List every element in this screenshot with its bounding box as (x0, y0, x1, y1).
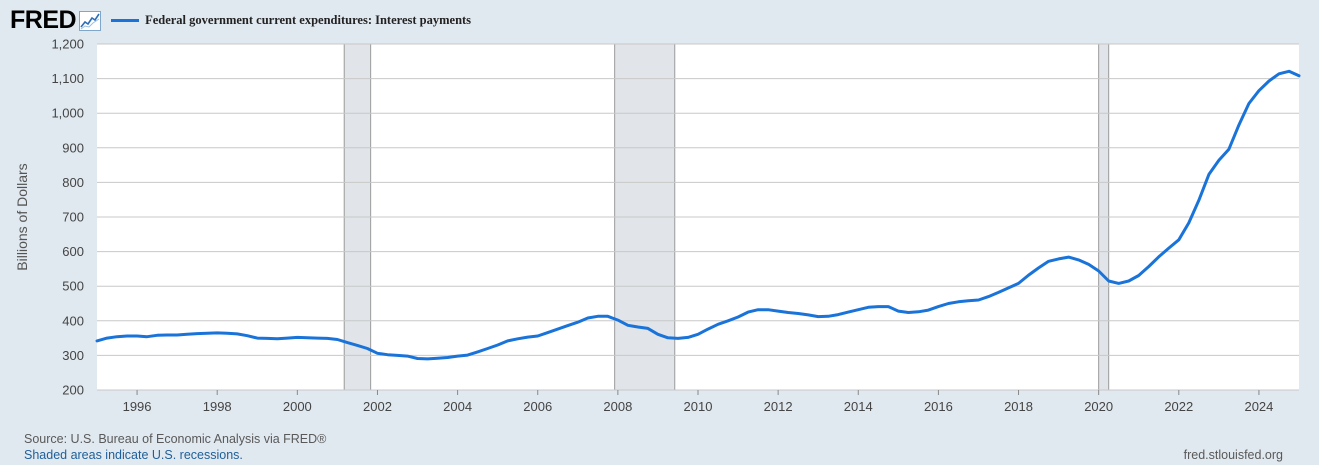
x-tick-label: 2012 (764, 399, 793, 414)
x-tick-label: 2016 (924, 399, 953, 414)
x-tick-label: 2008 (603, 399, 632, 414)
source-note: Source: U.S. Bureau of Economic Analysis… (24, 432, 327, 446)
y-tick-label: 500 (62, 279, 84, 294)
x-tick-label: 2014 (844, 399, 873, 414)
x-tick-label: 1996 (123, 399, 152, 414)
x-tick-label: 2018 (1004, 399, 1033, 414)
line-chart-icon (79, 11, 102, 31)
legend-swatch (111, 18, 140, 22)
x-tick-label: 1998 (203, 399, 232, 414)
x-tick-label: 2004 (443, 399, 472, 414)
y-tick-label: 1,100 (51, 71, 84, 86)
y-tick-label: 1,200 (51, 37, 84, 52)
y-axis-label: Billions of Dollars (14, 163, 30, 270)
x-axis-ticks: 1996 1998 2000 2002 2004 2006 2008 2010 2012 2014… (123, 390, 1273, 414)
x-tick-label: 2002 (363, 399, 392, 414)
series (95, 69, 1301, 361)
x-tick-label: 2000 (283, 399, 312, 414)
gridlines (97, 43, 1299, 391)
y-tick-label: 700 (62, 210, 84, 225)
legend-label: Federal government current expenditures:… (145, 12, 472, 27)
legend: Federal government current expenditures:… (111, 13, 471, 28)
y-tick-label: 800 (62, 175, 84, 190)
y-tick-label: 300 (62, 348, 84, 363)
y-tick-label: 1,000 (51, 106, 84, 121)
x-tick-label: 2020 (1084, 399, 1113, 414)
site-url[interactable]: fred.stlouisfed.org (1183, 448, 1283, 462)
x-tick-label: 2010 (684, 399, 713, 414)
y-tick-label: 200 (62, 383, 84, 398)
x-tick-label: 2022 (1164, 399, 1193, 414)
header: FRED Federal government current expendit… (10, 6, 471, 34)
recession-note[interactable]: Shaded areas indicate U.S. recessions. (24, 448, 243, 462)
fred-logo[interactable]: FRED (10, 5, 77, 34)
series-line (95, 69, 1301, 361)
x-tick-label: 2006 (523, 399, 552, 414)
y-tick-label: 600 (62, 244, 84, 259)
y-axis-ticks: 200 300 400 500 600 700 800 900 1,000 1,100 1,200 (51, 37, 84, 398)
x-tick-label: 2024 (1244, 399, 1273, 414)
y-tick-label: 900 (62, 140, 84, 155)
y-tick-label: 400 (62, 313, 84, 328)
